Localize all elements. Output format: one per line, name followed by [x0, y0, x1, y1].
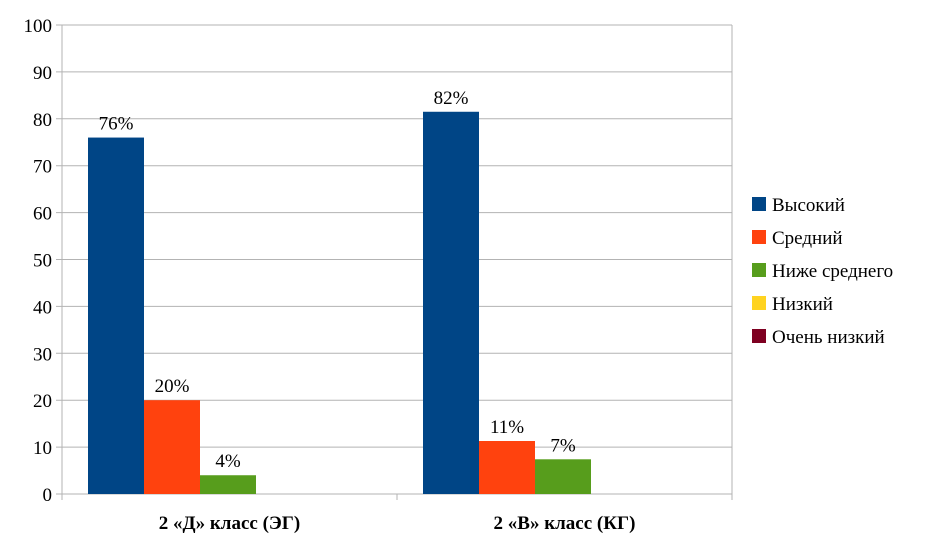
y-tick-label: 90 [33, 63, 52, 84]
legend-swatch [752, 296, 766, 310]
data-label: 20% [155, 376, 190, 397]
y-tick-label: 70 [33, 157, 52, 178]
bar [535, 459, 591, 494]
y-tick-label: 40 [33, 297, 52, 318]
bar [423, 111, 479, 494]
bar [88, 137, 144, 494]
x-category-label: 2 «Д» класс (ЭГ) [159, 513, 300, 534]
bars [88, 111, 591, 494]
y-tick-label: 80 [33, 110, 52, 131]
y-tick-label: 30 [33, 344, 52, 365]
legend-label: Высокий [772, 195, 845, 216]
legend-item: Ниже среднего [752, 261, 893, 282]
bar [479, 441, 535, 494]
data-label: 7% [550, 435, 576, 456]
data-labels: 76% 20% 4% 82% 11% 7% [99, 88, 576, 472]
legend-swatch [752, 230, 766, 244]
x-category-label: 2 «В» класс (КГ) [494, 513, 636, 534]
legend-swatch [752, 263, 766, 277]
data-label: 4% [215, 451, 241, 472]
data-label: 11% [490, 417, 524, 438]
y-tick-label: 10 [33, 438, 52, 459]
legend-item: Низкий [752, 294, 833, 315]
y-tick-label: 100 [24, 16, 53, 37]
legend: Высокий Средний Ниже среднего Низкий Очень н… [752, 195, 893, 348]
legend-label: Очень низкий [772, 327, 885, 348]
bar [144, 400, 200, 494]
legend-item: Высокий [752, 195, 845, 216]
legend-item: Очень низкий [752, 327, 885, 348]
y-tick-label: 60 [33, 204, 52, 225]
legend-swatch [752, 197, 766, 211]
legend-label: Средний [772, 228, 843, 249]
legend-swatch [752, 329, 766, 343]
data-label: 82% [434, 88, 469, 109]
axes: 0 10 20 30 40 50 60 70 80 90 100 2 «Д» класс (ЭГ) 2 … [24, 16, 733, 534]
y-tick-label: 50 [33, 251, 52, 272]
legend-label: Низкий [772, 294, 833, 315]
bar [200, 475, 256, 494]
legend-item: Средний [752, 228, 843, 249]
y-tick-label: 0 [43, 485, 53, 506]
legend-label: Ниже среднего [772, 261, 893, 282]
data-label: 76% [99, 114, 134, 135]
y-tick-label: 20 [33, 391, 52, 412]
